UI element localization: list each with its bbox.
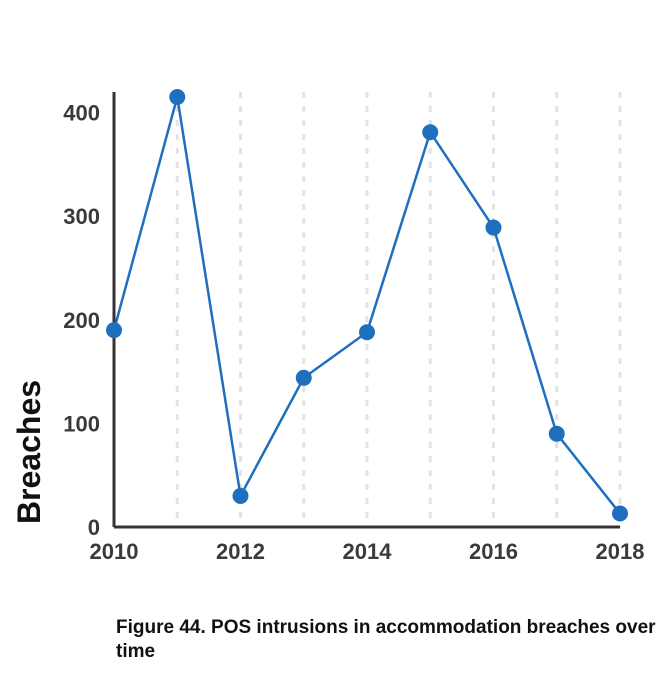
figure-caption: Figure 44. POS intrusions in accommodati…	[116, 617, 656, 662]
data-point-2011	[169, 89, 186, 105]
x-tick-label: 2016	[469, 539, 518, 564]
y-tick-label: 300	[63, 204, 100, 229]
data-point-2015	[422, 124, 439, 141]
x-tick-label: 2012	[216, 539, 265, 564]
line-chart: 0 100 200 300 400 2010 2012 2014 2016 2018 Breac…	[11, 89, 645, 564]
x-tick-label: 2014	[343, 539, 393, 564]
x-tick-labels: 2010 2012 2014 2016 2018	[90, 539, 645, 564]
data-point-2012	[232, 487, 249, 504]
x-tick-label: 2010	[90, 539, 139, 564]
y-tick-labels: 0 100 200 300 400	[63, 101, 100, 540]
y-tick-label: 400	[63, 101, 100, 126]
x-tick-label: 2018	[596, 539, 645, 564]
y-tick-label: 200	[63, 308, 100, 333]
data-point-2018	[612, 505, 628, 522]
data-point-2013	[295, 369, 312, 386]
data-points	[106, 89, 628, 522]
gridlines	[175, 92, 622, 527]
y-tick-label: 0	[88, 515, 100, 540]
data-point-2010	[106, 322, 122, 339]
data-point-2017	[548, 425, 565, 442]
y-axis-label: Breaches	[11, 380, 47, 524]
data-point-2014	[359, 324, 375, 341]
data-point-2016	[485, 219, 502, 236]
y-tick-label: 100	[63, 411, 100, 436]
